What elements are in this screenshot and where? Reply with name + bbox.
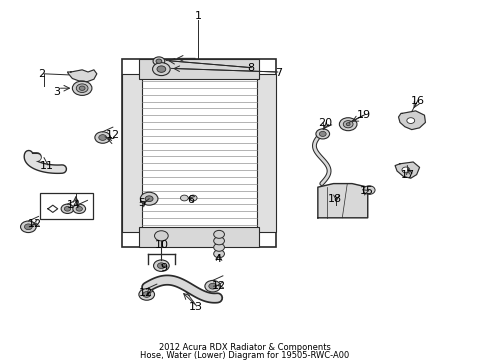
Circle shape [319, 131, 325, 136]
Circle shape [401, 167, 409, 173]
Text: 16: 16 [410, 96, 424, 106]
Polygon shape [67, 70, 97, 82]
Circle shape [142, 292, 150, 297]
Circle shape [24, 224, 32, 230]
Text: 15: 15 [359, 186, 373, 196]
Circle shape [156, 59, 162, 63]
Text: 1: 1 [194, 11, 201, 21]
Circle shape [61, 204, 74, 213]
Bar [122, 74, 142, 232]
Polygon shape [394, 162, 419, 178]
Circle shape [139, 289, 154, 300]
Text: 5: 5 [138, 198, 145, 208]
Circle shape [153, 260, 169, 271]
Text: 3: 3 [53, 87, 60, 97]
Bar [40, 193, 93, 219]
Circle shape [140, 192, 158, 205]
Circle shape [152, 63, 170, 76]
Circle shape [213, 237, 224, 245]
Text: 12: 12 [212, 281, 225, 291]
Polygon shape [398, 111, 425, 130]
Text: 2012 Acura RDX Radiator & Components: 2012 Acura RDX Radiator & Components [158, 343, 330, 352]
Circle shape [343, 121, 352, 128]
Text: 11: 11 [40, 161, 53, 171]
Text: 2: 2 [38, 69, 45, 79]
Circle shape [64, 207, 71, 211]
Text: 6: 6 [187, 195, 194, 205]
Bar [256, 74, 276, 232]
Circle shape [157, 66, 165, 72]
Circle shape [76, 207, 82, 211]
Text: 20: 20 [318, 118, 331, 128]
Text: 10: 10 [154, 240, 168, 250]
Bar [122, 59, 276, 247]
Circle shape [99, 135, 106, 140]
Circle shape [145, 196, 153, 202]
Circle shape [153, 57, 164, 66]
Circle shape [363, 186, 374, 194]
Bar [139, 59, 259, 79]
Text: Hose, Water (Lower) Diagram for 19505-RWC-A00: Hose, Water (Lower) Diagram for 19505-RW… [140, 351, 348, 360]
Circle shape [76, 84, 88, 93]
Circle shape [346, 123, 349, 126]
Text: 17: 17 [401, 170, 414, 180]
Text: 13: 13 [188, 302, 202, 312]
Circle shape [204, 280, 220, 292]
Circle shape [73, 204, 85, 213]
Circle shape [406, 118, 414, 123]
Circle shape [189, 195, 197, 201]
Circle shape [213, 250, 224, 258]
Circle shape [213, 230, 224, 238]
Text: 18: 18 [327, 194, 341, 204]
Text: 12: 12 [28, 219, 42, 229]
Circle shape [339, 118, 356, 131]
Text: 7: 7 [275, 68, 282, 78]
Text: 12: 12 [139, 288, 152, 298]
Text: 19: 19 [357, 110, 370, 120]
Text: 8: 8 [246, 63, 253, 73]
Text: 4: 4 [214, 254, 221, 264]
Circle shape [213, 243, 224, 251]
Circle shape [180, 195, 188, 201]
Circle shape [208, 283, 216, 289]
Circle shape [95, 132, 110, 143]
Circle shape [79, 86, 85, 90]
Text: 9: 9 [160, 263, 167, 273]
Bar [139, 227, 259, 247]
Polygon shape [317, 184, 367, 218]
Text: 14: 14 [67, 200, 81, 210]
Circle shape [72, 81, 92, 95]
Circle shape [315, 129, 329, 139]
Circle shape [20, 221, 36, 233]
Text: 12: 12 [105, 130, 119, 140]
Circle shape [157, 263, 165, 269]
Circle shape [154, 231, 168, 241]
